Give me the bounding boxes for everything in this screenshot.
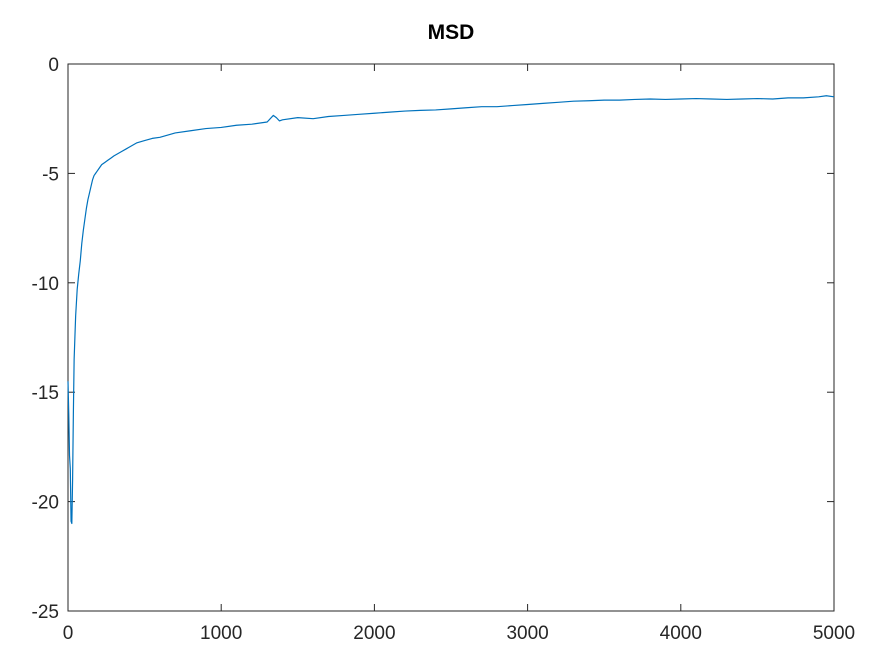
y-tick-label: -20 bbox=[32, 493, 59, 514]
x-axis: 0 1000 2000 3000 4000 5000 bbox=[63, 64, 855, 644]
msd-series-line bbox=[67, 95, 835, 525]
series-layer bbox=[67, 95, 835, 525]
x-tick-label: 1000 bbox=[200, 623, 242, 644]
y-tick-label: -15 bbox=[32, 383, 59, 404]
y-axis: 0 -5 -10 -15 -20 -25 bbox=[32, 55, 834, 623]
y-tick-label: -10 bbox=[32, 274, 59, 295]
plot-area bbox=[67, 63, 835, 612]
x-tick-label: 5000 bbox=[813, 623, 855, 644]
x-tick-label: 3000 bbox=[506, 623, 548, 644]
y-tick-label: 0 bbox=[48, 55, 59, 76]
x-tick-label: 4000 bbox=[660, 623, 702, 644]
y-tick-label: -25 bbox=[32, 602, 59, 623]
y-tick-label: -5 bbox=[42, 164, 59, 185]
x-tick-label: 0 bbox=[63, 623, 74, 644]
x-tick-label: 2000 bbox=[353, 623, 395, 644]
chart-title: MSD bbox=[428, 21, 475, 44]
